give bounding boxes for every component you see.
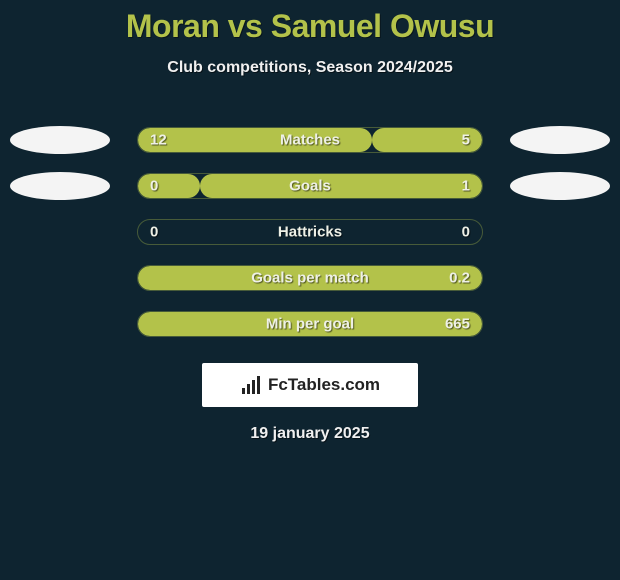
stats-container: Matches 12 5 Goals 0 1 Hattricks 0 0 Goals per ma… [0, 117, 620, 347]
stat-row: Matches 12 5 [0, 117, 620, 163]
fctables-logo[interactable]: FcTables.com [202, 363, 418, 407]
player-left-marker [10, 172, 110, 200]
barchart-icon [240, 376, 262, 394]
page-subtitle: Club competitions, Season 2024/2025 [0, 59, 620, 77]
stat-label: Goals per match [251, 270, 369, 287]
stat-value-right: 0.2 [449, 270, 470, 287]
player-left-marker [10, 126, 110, 154]
stat-value-left: 0 [150, 178, 158, 195]
stat-bar: Hattricks 0 0 [137, 219, 483, 245]
stat-value-right: 665 [445, 316, 470, 333]
stat-label: Min per goal [266, 316, 354, 333]
footer-date: 19 january 2025 [0, 425, 620, 443]
stat-label: Matches [280, 132, 340, 149]
stat-row: Goals 0 1 [0, 163, 620, 209]
stat-label: Hattricks [278, 224, 342, 241]
stat-value-right: 0 [462, 224, 470, 241]
stat-bar: Matches 12 5 [137, 127, 483, 153]
player-right-marker [510, 172, 610, 200]
stat-label: Goals [289, 178, 331, 195]
stat-value-left: 0 [150, 224, 158, 241]
stat-bar: Min per goal 665 [137, 311, 483, 337]
stat-row: Goals per match 0.2 [0, 255, 620, 301]
stat-value-left: 12 [150, 132, 167, 149]
logo-text: FcTables.com [268, 375, 380, 395]
page-title: Moran vs Samuel Owusu [0, 0, 620, 45]
stat-row: Min per goal 665 [0, 301, 620, 347]
stat-value-right: 1 [462, 178, 470, 195]
stat-row: Hattricks 0 0 [0, 209, 620, 255]
bar-fill-right [200, 174, 482, 198]
stat-value-right: 5 [462, 132, 470, 149]
player-right-marker [510, 126, 610, 154]
stat-bar: Goals per match 0.2 [137, 265, 483, 291]
stat-bar: Goals 0 1 [137, 173, 483, 199]
bar-fill-left [138, 174, 200, 198]
